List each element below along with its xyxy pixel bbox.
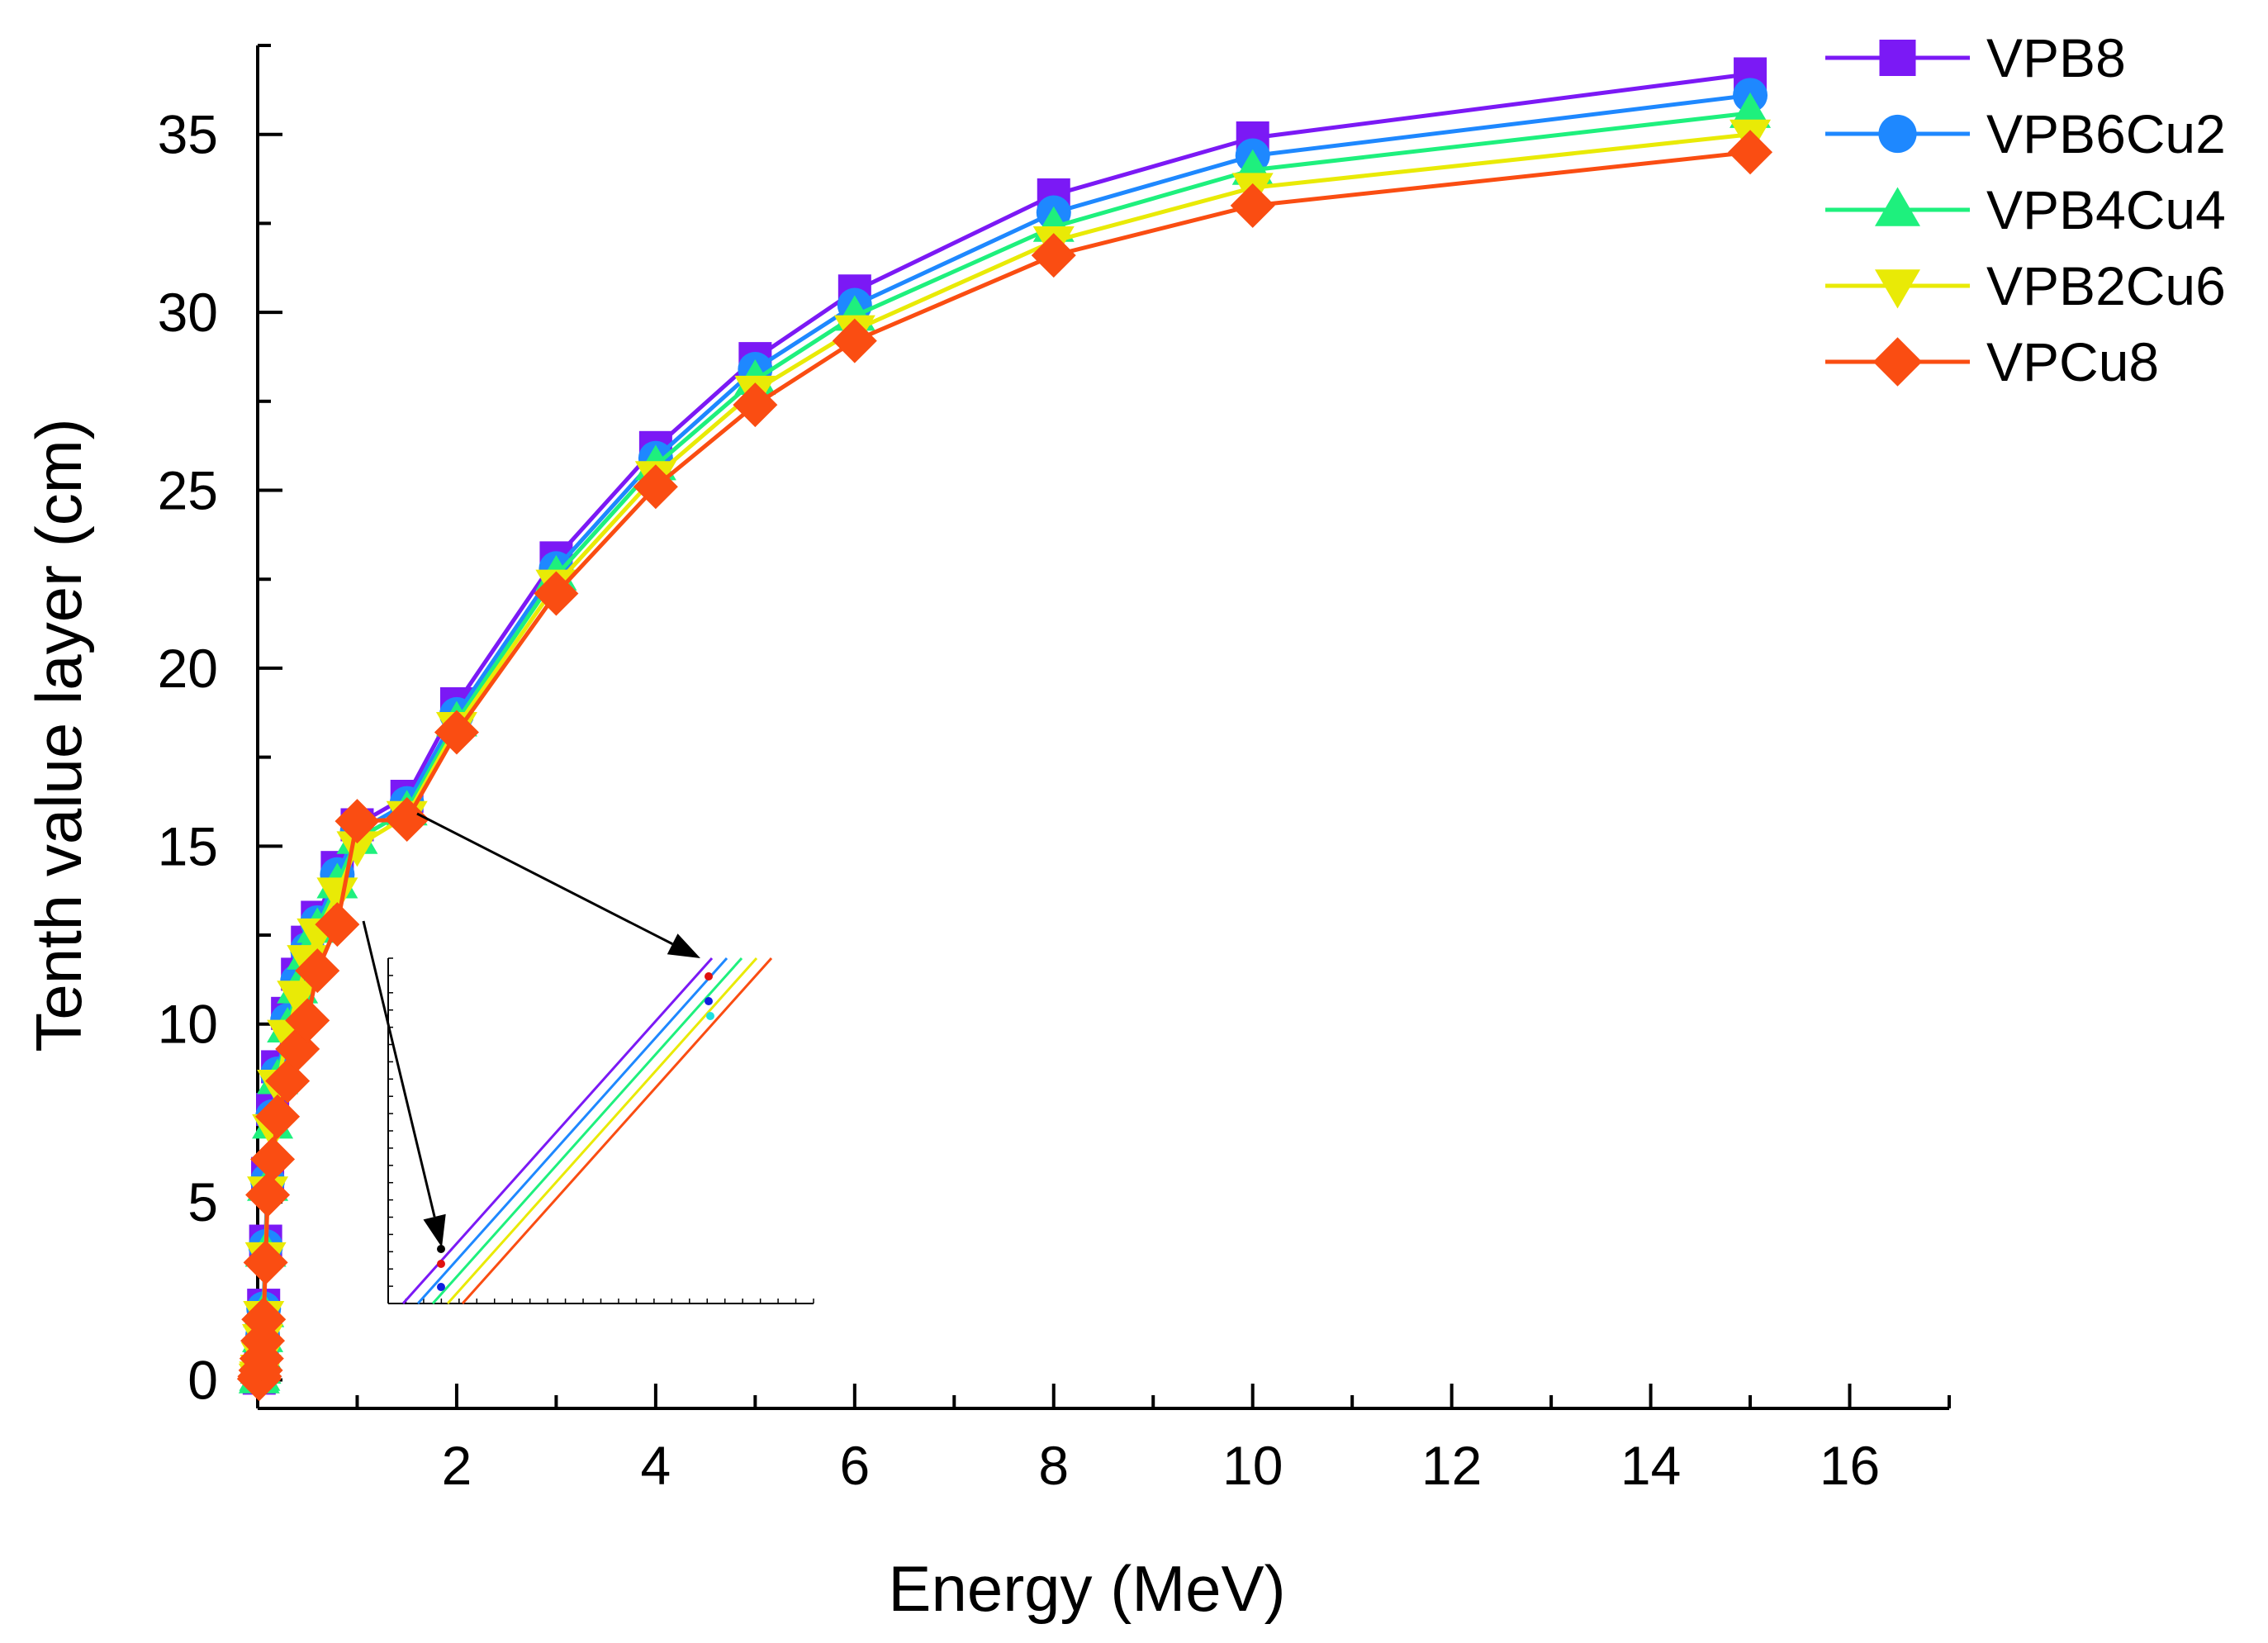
data-point	[336, 831, 378, 867]
legend-marker	[1879, 40, 1916, 76]
legend-label: VPB6Cu2	[1986, 103, 2226, 164]
data-point	[733, 382, 778, 428]
data-point	[241, 1297, 287, 1342]
inset-line-VPCu8	[461, 957, 773, 1305]
data-point	[1230, 183, 1275, 228]
x-tick-label: 8	[1038, 1435, 1069, 1496]
x-tick-label: 4	[641, 1435, 671, 1496]
data-point	[277, 981, 319, 1017]
data-point	[315, 902, 360, 947]
inset-line-VPB2Cu6	[446, 957, 758, 1305]
inset-marker	[437, 1245, 445, 1253]
x-axis-title: Energy (MeV)	[888, 1552, 1285, 1625]
arrow-head	[423, 1213, 446, 1247]
y-tick-label: 5	[187, 1171, 218, 1232]
y-tick-label: 10	[158, 994, 218, 1055]
series-VPCu8	[236, 130, 1773, 1402]
data-point	[1728, 130, 1773, 175]
zoom-arrow-lower	[362, 920, 446, 1247]
data-point	[285, 998, 330, 1043]
legend-marker	[1875, 269, 1920, 309]
legend: VPB8 VPB6Cu2 VPB4Cu4 VPB2Cu6 VPCu8	[1825, 27, 2226, 392]
series-line-VPB6Cu2	[257, 93, 1751, 1379]
inset-marker	[705, 997, 713, 1005]
legend-marker	[1875, 187, 1920, 226]
inset-line-VPB8	[401, 957, 714, 1305]
y-tick-label: 35	[158, 104, 218, 165]
zoom-arrow-upper	[416, 812, 700, 958]
data-point	[243, 1240, 288, 1285]
legend-item-VPB8: VPB8	[1825, 27, 2126, 88]
data-point	[245, 1172, 291, 1218]
inset-marker	[705, 972, 713, 981]
y-tick-label: 30	[158, 282, 218, 343]
legend-item-VPB4Cu4: VPB4Cu4	[1825, 179, 2226, 240]
arrow-shaft	[362, 920, 436, 1218]
x-tick-label: 12	[1421, 1435, 1482, 1496]
x-tick-label: 14	[1620, 1435, 1681, 1496]
series-line-VPB4Cu4	[257, 111, 1751, 1379]
data-point	[534, 571, 579, 616]
x-tick-label: 16	[1820, 1435, 1880, 1496]
legend-label: VPB2Cu6	[1986, 255, 2226, 316]
y-tick-label: 15	[158, 815, 218, 876]
x-tick-label: 2	[442, 1435, 472, 1496]
arrow-shaft	[416, 812, 673, 946]
x-tick-label: 10	[1222, 1435, 1283, 1496]
legend-marker	[1872, 337, 1923, 387]
arrow-head	[667, 933, 700, 958]
data-point	[1031, 233, 1076, 278]
inset-line-VPB4Cu4	[431, 957, 743, 1305]
series-VPB4Cu4	[238, 92, 1772, 1394]
series-line-VPB2Cu6	[257, 132, 1751, 1379]
data-point	[335, 799, 380, 844]
data-point	[255, 1094, 301, 1139]
legend-label: VPCu8	[1986, 331, 2159, 392]
x-tick-label: 6	[839, 1435, 870, 1496]
inset-marker	[706, 1012, 714, 1020]
data-point	[832, 318, 877, 363]
data-point	[295, 948, 340, 994]
data-point	[434, 710, 479, 755]
series-VPB2Cu6	[238, 119, 1772, 1399]
y-tick-label: 25	[158, 460, 218, 521]
data-point	[384, 797, 429, 843]
legend-item-VPB2Cu6: VPB2Cu6	[1825, 255, 2226, 316]
legend-label: VPB8	[1986, 27, 2126, 88]
data-point	[1729, 92, 1772, 128]
y-axis-title: Tenth value layer (cm)	[22, 418, 95, 1052]
inset-marker	[437, 1283, 445, 1291]
zoom-inset	[362, 812, 814, 1305]
inset-marker	[437, 1260, 445, 1268]
axes: 2 4 6 8 10 12 14 16 0 5 10 15 20 25 30 35	[158, 44, 1951, 1496]
inset-line-VPB6Cu2	[416, 957, 728, 1305]
series-line-VPB8	[257, 71, 1751, 1379]
series-layer	[236, 57, 1773, 1402]
legend-item-VPCu8: VPCu8	[1825, 331, 2159, 392]
legend-marker	[1878, 114, 1917, 154]
data-point	[316, 877, 358, 914]
y-tick-label: 20	[158, 638, 218, 699]
legend-item-VPB6Cu2: VPB6Cu2	[1825, 103, 2226, 164]
data-point	[250, 1137, 296, 1182]
data-point	[633, 464, 678, 510]
y-tick-label: 0	[187, 1350, 218, 1411]
legend-label: VPB4Cu4	[1986, 179, 2226, 240]
series-line-VPCu8	[257, 150, 1751, 1379]
